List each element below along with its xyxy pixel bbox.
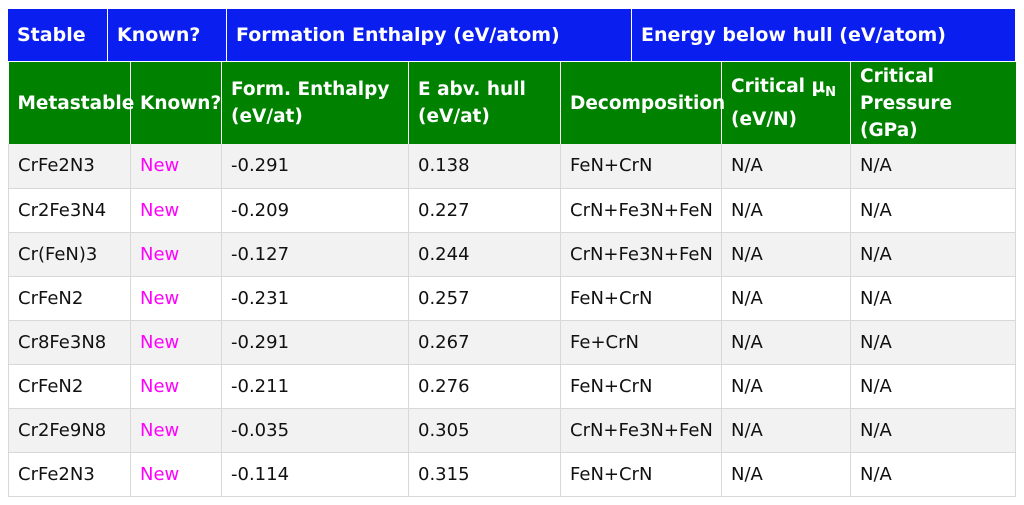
table-row: Cr2Fe3N4 New -0.209 0.227 CrN+Fe3N+FeN N… [8,188,1016,233]
header-unit: (eV/N) [731,109,798,130]
enthalpy-cell: -0.291 [221,320,409,365]
header-label: Form. Enthalpy [231,79,390,100]
critical-mu-cell: N/A [721,408,851,453]
header-subscript: N [825,85,836,100]
decomposition-cell: Fe+CrN [560,320,722,365]
metastable-header-cell: Metastable [8,62,134,144]
hull-cell: 0.267 [408,320,561,365]
known-cell: New [130,144,222,189]
header-label: Decomposition [570,92,726,114]
critical-mu-cell: N/A [721,144,851,189]
e-abv-hull-header-cell: E abv. hull (eV/at) [408,62,561,144]
formula-cell: CrFeN2 [8,364,131,409]
critical-pressure-cell: N/A [850,188,1016,233]
known-cell: New [130,232,222,277]
known-cell: New [130,408,222,453]
decomposition-cell: FeN+CrN [560,144,722,189]
critical-mu-cell: N/A [721,188,851,233]
formula-cell: Cr(FeN)3 [8,232,131,277]
table-row: CrFe2N3 New -0.114 0.315 FeN+CrN N/A N/A [8,452,1016,497]
critical-mu-cell: N/A [721,364,851,409]
critical-mu-cell: N/A [721,452,851,497]
enthalpy-cell: -0.114 [221,452,409,497]
known-cell: New [130,188,222,233]
critical-pressure-cell: N/A [850,276,1016,321]
hull-cell: 0.276 [408,364,561,409]
stable-known-header-cell: Known? [108,9,227,61]
header-label: Critical μ [731,76,826,97]
formula-cell: CrFe2N3 [8,144,131,189]
decomposition-cell: FeN+CrN [560,276,722,321]
formula-cell: CrFeN2 [8,276,131,321]
known-cell: New [130,452,222,497]
known-cell: New [130,364,222,409]
formula-cell: Cr2Fe9N8 [8,408,131,453]
critical-pressure-cell: N/A [850,232,1016,277]
decomposition-cell: CrN+Fe3N+FeN [560,408,722,453]
hull-cell: 0.305 [408,408,561,453]
critical-mu-cell: N/A [721,232,851,277]
known-cell: New [130,320,222,365]
decomposition-cell: CrN+Fe3N+FeN [560,232,722,277]
critical-pressure-cell: N/A [850,452,1016,497]
formula-cell: Cr2Fe3N4 [8,188,131,233]
header-unit: (eV/at) [231,106,303,127]
stable-header-cell: Stable [8,9,108,61]
enthalpy-cell: -0.211 [221,364,409,409]
critical-mu-cell: N/A [721,320,851,365]
header-unit: Pressure (GPa) [860,92,953,141]
hull-cell: 0.227 [408,188,561,233]
critical-pressure-header-cell: Critical Pressure (GPa) [850,62,1016,144]
decomposition-cell: FeN+CrN [560,364,722,409]
table-row: CrFe2N3 New -0.291 0.138 FeN+CrN N/A N/A [8,144,1016,189]
header-label: Known? [140,92,222,114]
critical-pressure-cell: N/A [850,320,1016,365]
hull-cell: 0.315 [408,452,561,497]
hull-cell: 0.257 [408,276,561,321]
enthalpy-cell: -0.291 [221,144,409,189]
enthalpy-cell: -0.035 [221,408,409,453]
critical-pressure-cell: N/A [850,408,1016,453]
table-row: CrFeN2 New -0.231 0.257 FeN+CrN N/A N/A [8,276,1016,321]
header-label: Critical [860,65,935,87]
stable-energy-below-hull-header-cell: Energy below hull (eV/atom) [641,24,946,46]
enthalpy-cell: -0.231 [221,276,409,321]
formula-cell: Cr8Fe3N8 [8,320,131,365]
formula-cell: CrFe2N3 [8,452,131,497]
hull-cell: 0.244 [408,232,561,277]
known-header-cell: Known? [130,62,222,144]
table-row: CrFeN2 New -0.211 0.276 FeN+CrN N/A N/A [8,364,1016,409]
table-row: Cr8Fe3N8 New -0.291 0.267 Fe+CrN N/A N/A [8,320,1016,365]
enthalpy-cell: -0.209 [221,188,409,233]
decomposition-header-cell: Decomposition [560,62,726,144]
critical-pressure-cell: N/A [850,364,1016,409]
table-row: Cr(FeN)3 New -0.127 0.244 CrN+Fe3N+FeN N… [8,232,1016,277]
known-cell: New [130,276,222,321]
hull-cell: 0.138 [408,144,561,189]
table-row: Cr2Fe9N8 New -0.035 0.305 CrN+Fe3N+FeN N… [8,408,1016,453]
critical-pressure-cell: N/A [850,144,1016,189]
critical-mu-header-cell: Critical μN (eV/N) [721,62,851,144]
form-enthalpy-header-cell: Form. Enthalpy (eV/at) [221,62,409,144]
decomposition-cell: FeN+CrN [560,452,722,497]
header-label: Metastable [17,92,135,114]
header-unit: (eV/at) [418,106,490,127]
decomposition-cell: CrN+Fe3N+FeN [560,188,722,233]
critical-mu-cell: N/A [721,276,851,321]
header-label: E abv. hull [418,79,526,100]
metastable-table: Metastable Known? Form. Enthalpy (eV/at) … [8,62,1016,497]
metastable-header-row: Metastable Known? Form. Enthalpy (eV/at) … [8,62,1016,144]
enthalpy-cell: -0.127 [221,232,409,277]
stable-formation-enthalpy-header-cell: Formation Enthalpy (eV/atom) [227,9,632,61]
stable-header-row: Stable Known? Formation Enthalpy (eV/ato… [8,9,1015,61]
